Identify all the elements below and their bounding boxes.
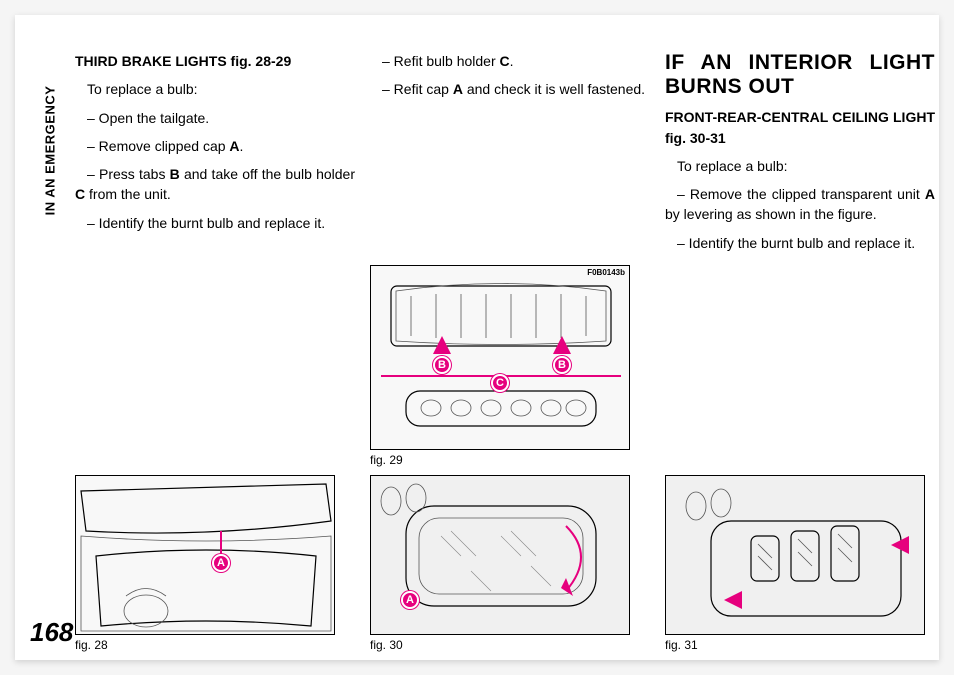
col3-heading: FRONT-REAR-CENTRAL CEILING LIGHT fig. 30… [665,107,935,148]
section-tab: IN AN EMERGENCY [35,45,65,255]
arrow-up-icon [553,336,571,354]
col1-p4: – Press tabs B and take off the bulb hol… [75,164,355,205]
arrow-left-icon [891,536,909,554]
col2-p2: – Refit cap A and check it is well faste… [370,79,650,99]
fig30-caption: fig. 30 [370,638,403,652]
fig30-illustration [371,476,630,635]
col3-p3: – Identify the burnt bulb and replace it… [665,233,935,253]
figure-31: F0B0147b [665,475,925,635]
page-number: 168 [30,617,73,648]
figure-28: F0B0142b A [75,475,335,635]
fig31-illustration [666,476,925,635]
column-2: – Refit bulb holder C. – Refit cap A and… [370,51,650,108]
arrow-left-icon [724,591,742,609]
col1-heading: THIRD BRAKE LIGHTS fig. 28-29 [75,51,355,71]
callout-b: B [433,356,451,374]
callout-a: A [401,591,419,609]
fig29-caption: fig. 29 [370,453,403,467]
col1-p1: To replace a bulb: [75,79,355,99]
col1-p2: – Open the tailgate. [75,108,355,128]
fig29-illustration [371,266,630,450]
col3-p1: To replace a bulb: [665,156,935,176]
callout-b: B [553,356,571,374]
col3-title: IF AN INTERIOR LIGHT BURNS OUT [665,51,935,99]
fig29-id: F0B0143b [587,268,625,277]
callout-a: A [212,554,230,572]
fig31-caption: fig. 31 [665,638,698,652]
section-tab-label: IN AN EMERGENCY [43,85,58,215]
column-1: THIRD BRAKE LIGHTS fig. 28-29 To replace… [75,51,355,241]
arrow-up-icon [433,336,451,354]
col2-p1: – Refit bulb holder C. [370,51,650,71]
manual-page: IN AN EMERGENCY 168 THIRD BRAKE LIGHTS f… [15,15,939,660]
col1-p3: – Remove clipped cap A. [75,136,355,156]
col3-p2: – Remove the clipped transparent unit A … [665,184,935,225]
figure-30: F0B0146b A [370,475,630,635]
callout-c: C [491,374,509,392]
fig28-illustration [76,476,335,635]
column-3: IF AN INTERIOR LIGHT BURNS OUT FRONT-REA… [665,51,935,261]
fig28-caption: fig. 28 [75,638,108,652]
figure-29: F0B0143b B B C [370,265,630,450]
col1-p5: – Identify the burnt bulb and replace it… [75,213,355,233]
